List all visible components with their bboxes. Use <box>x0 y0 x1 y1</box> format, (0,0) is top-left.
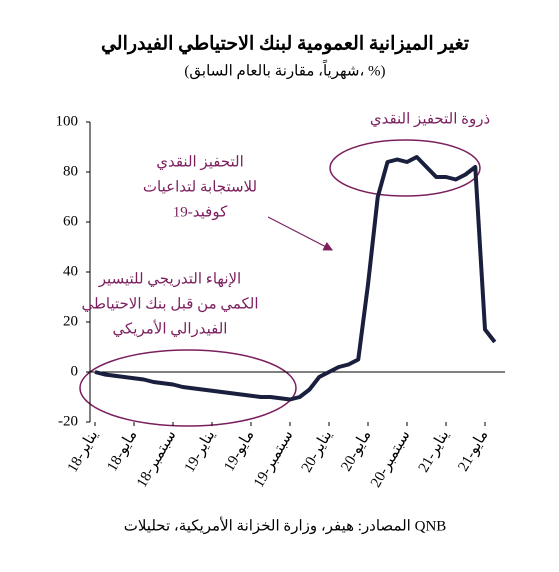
arrow <box>267 216 334 251</box>
x-tick-label: مايو-20 <box>338 428 374 475</box>
annotation: ذروة التحفيز النقدي <box>370 111 490 127</box>
x-tick-label: يناير-20 <box>299 428 336 476</box>
annotation: كوفيد-19 <box>173 204 228 220</box>
y-tick-label: 20 <box>63 313 78 329</box>
x-tick-label: سبتمبر-20 <box>368 428 413 491</box>
chart-subtitle: (شهرياً، مقارنة بالعام السابق، %) <box>184 59 385 79</box>
x-tick-label: يناير-18 <box>65 428 102 476</box>
x-tick-label: يناير-19 <box>182 428 219 476</box>
annotation: الكمي من قبل بنك الاحتياطي <box>81 296 258 312</box>
highlight-ellipse <box>79 349 297 427</box>
x-tick-label: مايو-21 <box>455 428 491 475</box>
y-tick-label: 0 <box>71 363 79 379</box>
annotation: التحفيز النقدي <box>156 154 244 170</box>
x-tick-label: يناير-21 <box>416 428 453 476</box>
x-tick-label: مايو-18 <box>104 428 140 475</box>
data-line <box>94 155 497 402</box>
y-tick-label: 60 <box>63 213 78 229</box>
y-tick-label: 80 <box>63 163 78 179</box>
x-tick-label: سبتمبر-18 <box>134 428 179 491</box>
y-tick-label: 40 <box>63 263 78 279</box>
annotation: الإنهاء التدريجي للتيسير <box>98 271 241 287</box>
x-tick-label: مايو-19 <box>221 428 257 475</box>
y-tick-label: -20 <box>58 413 78 429</box>
annotation: الفيدرالي الأمريكي <box>113 319 228 337</box>
source: المصادر: هيفر، وزارة الخزانة الأمريكية، … <box>124 516 447 534</box>
x-tick-label: سبتمبر-19 <box>251 428 296 491</box>
chart-title: تغير الميزانية العمومية لبنك الاحتياطي ا… <box>101 33 469 55</box>
highlight-ellipse <box>329 139 481 197</box>
y-tick-label: 100 <box>56 113 79 129</box>
annotation: للاستجابة لتداعيات <box>143 179 257 195</box>
